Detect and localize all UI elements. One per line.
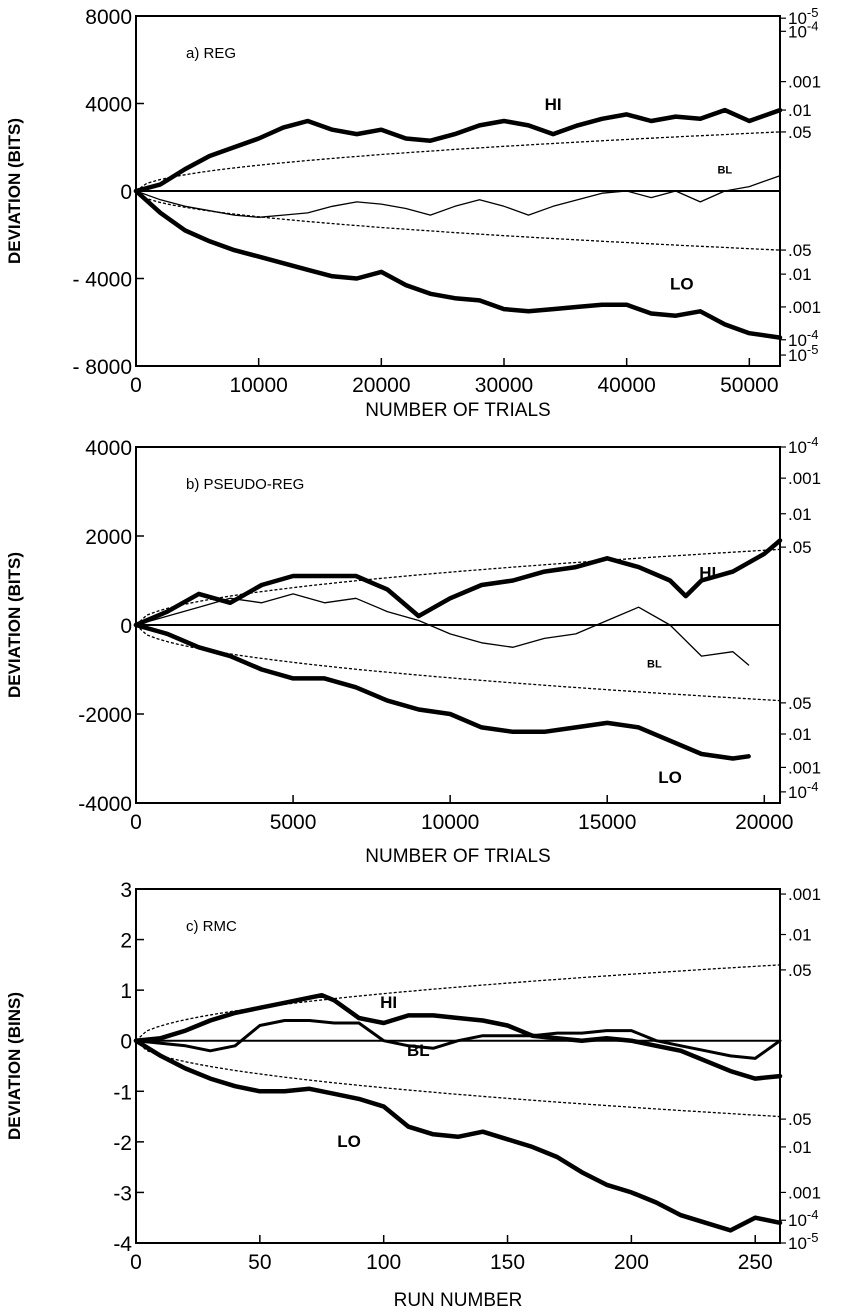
y-tick-label: 4000 bbox=[85, 94, 132, 117]
p-level-label: .01 bbox=[788, 926, 812, 945]
p-level-label: .001 bbox=[788, 469, 821, 488]
x-tick-label: 40000 bbox=[597, 374, 655, 397]
y-tick-label: - 8000 bbox=[72, 356, 132, 379]
panel-label: b) PSEUDO-REG bbox=[186, 476, 304, 493]
y-tick-label: 3 bbox=[120, 879, 132, 902]
p-level-label: .001 bbox=[788, 298, 821, 317]
x-tick-label: 50000 bbox=[720, 374, 778, 397]
p-level-label: .01 bbox=[788, 1138, 812, 1157]
x-tick-label: 5000 bbox=[270, 811, 317, 834]
y-axis-title: DEVIATION (BINS) bbox=[5, 992, 24, 1140]
p-level-label: .05 bbox=[788, 694, 812, 713]
x-tick-label: 200 bbox=[614, 1251, 649, 1274]
x-tick-label: 15000 bbox=[578, 811, 636, 834]
y-tick-label: 1 bbox=[120, 980, 132, 1003]
series-line-bl bbox=[135, 175, 781, 218]
x-tick-label: 50 bbox=[248, 1251, 271, 1274]
y-tick-label: - 4000 bbox=[72, 269, 132, 292]
series-line-lo bbox=[133, 1038, 783, 1233]
y-tick-label: 0 bbox=[120, 615, 132, 638]
series-label-hi: HI bbox=[545, 95, 562, 114]
p-level-label: 10-4 bbox=[788, 434, 818, 457]
x-tick-label: 0 bbox=[130, 374, 142, 397]
x-tick-label: 0 bbox=[130, 1251, 142, 1274]
x-tick-label: 20000 bbox=[735, 811, 793, 834]
p-level-label: .05 bbox=[788, 123, 812, 142]
p-level-label: .05 bbox=[788, 538, 812, 557]
y-tick-label: -2000 bbox=[78, 704, 132, 727]
p-level-label: .01 bbox=[788, 725, 812, 744]
p-level-label: .01 bbox=[788, 505, 812, 524]
p-level-label: .05 bbox=[788, 1110, 812, 1129]
series-line-hi bbox=[133, 107, 783, 194]
p-level-label: .05 bbox=[788, 961, 812, 980]
y-tick-label: -1 bbox=[113, 1081, 132, 1104]
x-axis-title: NUMBER OF TRIALS bbox=[365, 400, 550, 421]
p-level-label: .05 bbox=[788, 241, 812, 260]
p-level-label: .01 bbox=[788, 101, 812, 120]
y-tick-label: -3 bbox=[113, 1182, 132, 1205]
x-tick-label: 10000 bbox=[229, 374, 287, 397]
series-label-bl: BL bbox=[647, 658, 662, 670]
series-label-bl: BL bbox=[717, 165, 732, 177]
upper-probability-envelope bbox=[135, 548, 781, 626]
y-tick-label: -4 bbox=[113, 1233, 132, 1256]
y-tick-label: 0 bbox=[120, 1031, 132, 1054]
series-label-bl: BL bbox=[407, 1041, 430, 1060]
p-level-label: .001 bbox=[788, 758, 821, 777]
panel-label: c) RMC bbox=[186, 918, 237, 935]
p-level-label: 10-5 bbox=[788, 1230, 818, 1253]
p-level-label: 10-4 bbox=[788, 1207, 818, 1230]
y-tick-label: 2000 bbox=[85, 526, 132, 549]
y-tick-label: 4000 bbox=[85, 437, 132, 460]
y-tick-label: -2 bbox=[113, 1132, 132, 1155]
upper-probability-envelope bbox=[135, 131, 781, 192]
panel-label: a) REG bbox=[186, 45, 236, 62]
p-level-label: .001 bbox=[788, 1183, 821, 1202]
x-tick-label: 100 bbox=[366, 1251, 401, 1274]
series-line-bl bbox=[135, 593, 750, 666]
x-tick-label: 20000 bbox=[352, 374, 410, 397]
p-level-label: 10-4 bbox=[788, 779, 818, 802]
y-axis-title: DEVIATION (BITS) bbox=[5, 552, 24, 698]
series-line-hi bbox=[133, 538, 783, 628]
panel-3: 0 50 100 150 200 250 3 2 1 0 -1 -2 -3 -4 .001 .01 .05 .05… bbox=[5, 879, 821, 1311]
plot-frame bbox=[135, 888, 781, 1244]
x-tick-label: 0 bbox=[130, 811, 142, 834]
series-label-hi: HI bbox=[699, 563, 716, 582]
x-tick-label: 10000 bbox=[421, 811, 479, 834]
p-level-label: .01 bbox=[788, 265, 812, 284]
series-label-lo: LO bbox=[658, 768, 682, 787]
x-axis-title: NUMBER OF TRIALS bbox=[365, 846, 550, 867]
p-level-label: .001 bbox=[788, 73, 821, 92]
series-label-lo: LO bbox=[670, 274, 694, 293]
series-line-bl bbox=[134, 1019, 782, 1060]
p-level-label: 10-5 bbox=[788, 5, 818, 28]
x-tick-label: 250 bbox=[738, 1251, 773, 1274]
y-tick-label: -4000 bbox=[78, 793, 132, 816]
x-axis-title: RUN NUMBER bbox=[394, 1290, 523, 1311]
y-axis-title: DEVIATION (BITS) bbox=[5, 118, 24, 264]
series-label-hi: HI bbox=[380, 993, 397, 1012]
upper-probability-envelope bbox=[135, 964, 781, 1042]
series-line-lo bbox=[133, 622, 751, 761]
p-level-label: 10-5 bbox=[788, 342, 818, 365]
y-tick-label: 2 bbox=[120, 930, 132, 953]
series-line-hi bbox=[133, 992, 783, 1081]
series-label-lo: LO bbox=[337, 1132, 361, 1151]
p-level-label: 10-4 bbox=[788, 18, 818, 41]
y-tick-label: 0 bbox=[120, 181, 132, 204]
x-tick-label: 30000 bbox=[475, 374, 533, 397]
series-line-lo bbox=[133, 188, 783, 340]
y-tick-label: 8000 bbox=[85, 6, 132, 29]
lower-probability-envelope bbox=[135, 190, 781, 251]
p-level-label: 10-4 bbox=[788, 327, 818, 350]
x-tick-label: 150 bbox=[490, 1251, 525, 1274]
p-level-label: .001 bbox=[788, 885, 821, 904]
panel-2: 0 5000 10000 15000 20000400020000-2000-40001… bbox=[5, 434, 821, 867]
